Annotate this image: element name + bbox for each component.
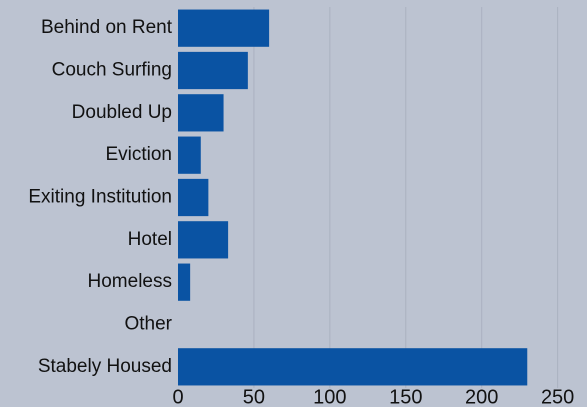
bar xyxy=(178,221,229,259)
x-tick-label: 250 xyxy=(541,386,574,407)
y-tick-label: Homeless xyxy=(88,271,172,292)
y-tick-label: Behind on Rent xyxy=(41,17,173,38)
x-tick-label: 200 xyxy=(465,386,498,407)
bar xyxy=(178,51,248,90)
bar xyxy=(178,9,270,47)
y-tick-label: Hotel xyxy=(128,229,172,250)
y-tick-label: Exiting Institution xyxy=(28,187,172,208)
y-tick-label: Other xyxy=(124,314,172,335)
y-tick-label: Doubled Up xyxy=(72,102,172,123)
bar xyxy=(178,348,528,386)
y-tick-label: Stabely Housed xyxy=(38,356,172,377)
x-tick-label: 50 xyxy=(243,386,265,407)
y-tick-label: Couch Surfing xyxy=(52,60,172,81)
x-tick-label: 100 xyxy=(313,386,346,407)
bar xyxy=(178,263,191,301)
x-tick-label: 0 xyxy=(172,386,183,407)
y-tick-label: Eviction xyxy=(105,144,172,165)
bar xyxy=(178,178,209,217)
bar xyxy=(178,136,201,174)
x-tick-label: 150 xyxy=(389,386,422,407)
bar xyxy=(178,94,224,132)
